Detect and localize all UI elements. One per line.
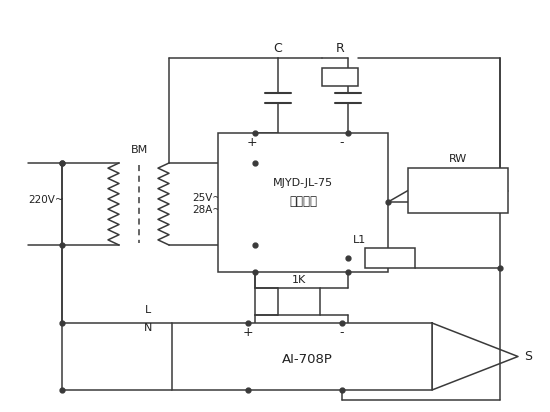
Bar [408, 168, 508, 213]
Text: C: C [274, 42, 282, 54]
Bar [322, 68, 358, 86]
Text: -: - [340, 136, 344, 150]
Bar [365, 248, 415, 268]
Text: 1K: 1K [292, 275, 306, 285]
Text: R: R [336, 42, 344, 54]
Text: BM: BM [130, 145, 147, 155]
Text: +: + [243, 326, 254, 339]
Text: RW: RW [449, 154, 467, 164]
Bar [218, 133, 388, 272]
Text: L: L [145, 305, 151, 315]
Text: +: + [247, 136, 257, 150]
Text: MJYD-JL-75: MJYD-JL-75 [273, 178, 333, 188]
Text: L1: L1 [353, 235, 367, 245]
Text: 25V~
28A~: 25V~ 28A~ [192, 193, 221, 215]
Text: -: - [340, 326, 344, 339]
Text: S: S [524, 350, 532, 363]
Bar [278, 288, 320, 315]
Text: 交流模块: 交流模块 [289, 194, 317, 208]
Text: 220V~: 220V~ [28, 195, 64, 205]
Text: N: N [144, 323, 152, 333]
Text: AI-708P: AI-708P [282, 353, 332, 366]
Bar [172, 323, 432, 390]
